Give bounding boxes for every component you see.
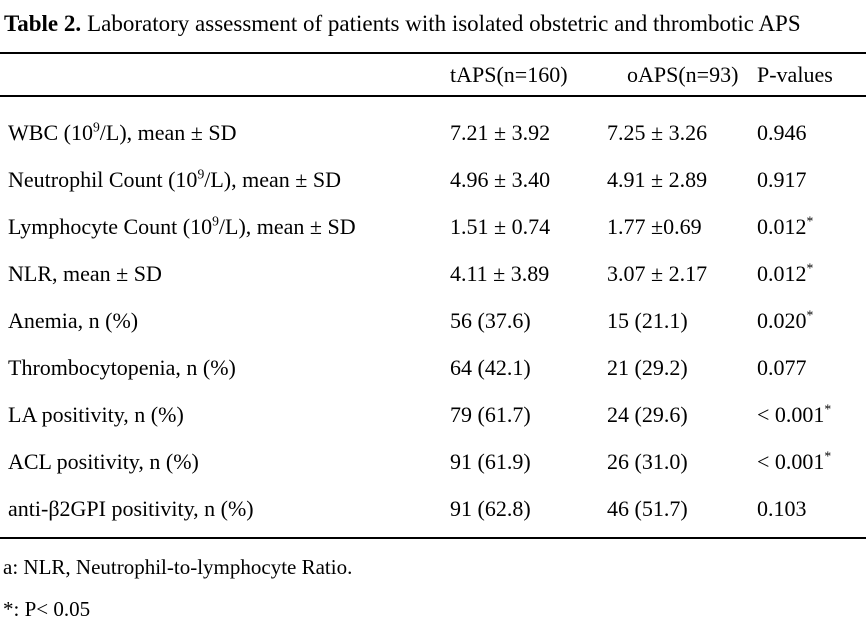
oaps-value: 24 (29.6) — [607, 401, 688, 427]
taps-value: 56 (37.6) — [450, 307, 531, 333]
superscript: 9 — [92, 119, 100, 135]
significance-asterisk: * — [824, 401, 832, 417]
row-label: LA positivity, n (%) — [8, 401, 184, 427]
table-row: Thrombocytopenia, n (%) 64 (42.1) 21 (29… — [0, 344, 866, 391]
data-table: tAPS(n=160) oAPS(n=93) P-values WBC (109… — [0, 52, 866, 539]
table-row: NLR, mean ± SD 4.11 ± 3.89 3.07 ± 2.17 0… — [0, 250, 866, 297]
table-caption-label: Table 2. — [4, 11, 82, 36]
oaps-value: 7.25 ± 3.26 — [607, 119, 708, 145]
oaps-value: 21 (29.2) — [607, 354, 688, 380]
taps-value: 91 (62.8) — [450, 495, 531, 521]
header-oaps: oAPS(n=93) — [627, 61, 739, 87]
taps-value: 7.21 ± 3.92 — [450, 119, 551, 145]
table-row: Anemia, n (%) 56 (37.6) 15 (21.1) 0.020* — [0, 297, 866, 344]
table-header-row: tAPS(n=160) oAPS(n=93) P-values — [0, 54, 866, 97]
oaps-value: 4.91 ± 2.89 — [607, 166, 708, 192]
significance-asterisk: * — [806, 307, 814, 323]
row-label: Neutrophil Count (109/L), mean ± SD — [8, 166, 341, 192]
table-row: Neutrophil Count (109/L), mean ± SD 4.96… — [0, 156, 866, 203]
table-caption-text: Laboratory assessment of patients with i… — [87, 11, 801, 36]
p-value: 0.103 — [757, 495, 807, 521]
taps-value: 4.96 ± 3.40 — [450, 166, 551, 192]
oaps-value: 3.07 ± 2.17 — [607, 260, 708, 286]
p-value: < 0.001* — [757, 401, 832, 427]
oaps-value: 15 (21.1) — [607, 307, 688, 333]
significance-asterisk: * — [806, 213, 814, 229]
p-value: 0.020* — [757, 307, 814, 333]
taps-value: 4.11 ± 3.89 — [450, 260, 550, 286]
superscript: 9 — [212, 213, 219, 229]
significance-asterisk: * — [806, 260, 814, 276]
row-label: WBC (109/L), mean ± SD — [8, 119, 237, 145]
footnotes: a: NLR, Neutrophil-to-lymphocyte Ratio. … — [0, 553, 866, 623]
table-row: Lymphocyte Count (109/L), mean ± SD 1.51… — [0, 203, 866, 250]
row-label: Anemia, n (%) — [8, 307, 139, 333]
row-label: Lymphocyte Count (109/L), mean ± SD — [8, 213, 356, 239]
table-row: LA positivity, n (%) 79 (61.7) 24 (29.6)… — [0, 391, 866, 438]
table-body: WBC (109/L), mean ± SD 7.21 ± 3.92 7.25 … — [0, 97, 866, 539]
header-pvalues: P-values — [757, 61, 833, 87]
oaps-value: 1.77 ±0.69 — [607, 213, 702, 239]
row-label: NLR, mean ± SD — [8, 260, 162, 286]
header-taps: tAPS(n=160) — [450, 61, 568, 87]
table-row: ACL positivity, n (%) 91 (61.9) 26 (31.0… — [0, 438, 866, 485]
taps-value: 79 (61.7) — [450, 401, 531, 427]
oaps-value: 46 (51.7) — [607, 495, 688, 521]
superscript: 9 — [197, 166, 205, 182]
row-label: ACL positivity, n (%) — [8, 448, 199, 474]
footnote-significance: *: P< 0.05 — [3, 597, 91, 621]
p-value: 0.012* — [757, 213, 814, 239]
row-label: anti-β2GPI positivity, n (%) — [8, 495, 254, 521]
p-value: 0.946 — [757, 119, 807, 145]
footnote-nlr: a: NLR, Neutrophil-to-lymphocyte Ratio. — [3, 555, 353, 579]
row-label: Thrombocytopenia, n (%) — [8, 354, 236, 380]
p-value: < 0.001* — [757, 448, 832, 474]
oaps-value: 26 (31.0) — [607, 448, 688, 474]
table-row: anti-β2GPI positivity, n (%) 91 (62.8) 4… — [0, 485, 866, 532]
p-value: 0.012* — [757, 260, 814, 286]
taps-value: 64 (42.1) — [450, 354, 531, 380]
p-value: 0.917 — [757, 166, 807, 192]
significance-asterisk: * — [824, 448, 832, 464]
taps-value: 91 (61.9) — [450, 448, 531, 474]
table-row: WBC (109/L), mean ± SD 7.21 ± 3.92 7.25 … — [0, 109, 866, 156]
p-value: 0.077 — [757, 354, 807, 380]
taps-value: 1.51 ± 0.74 — [450, 213, 551, 239]
table-caption: Table 2. Laboratory assessment of patient… — [0, 0, 866, 52]
